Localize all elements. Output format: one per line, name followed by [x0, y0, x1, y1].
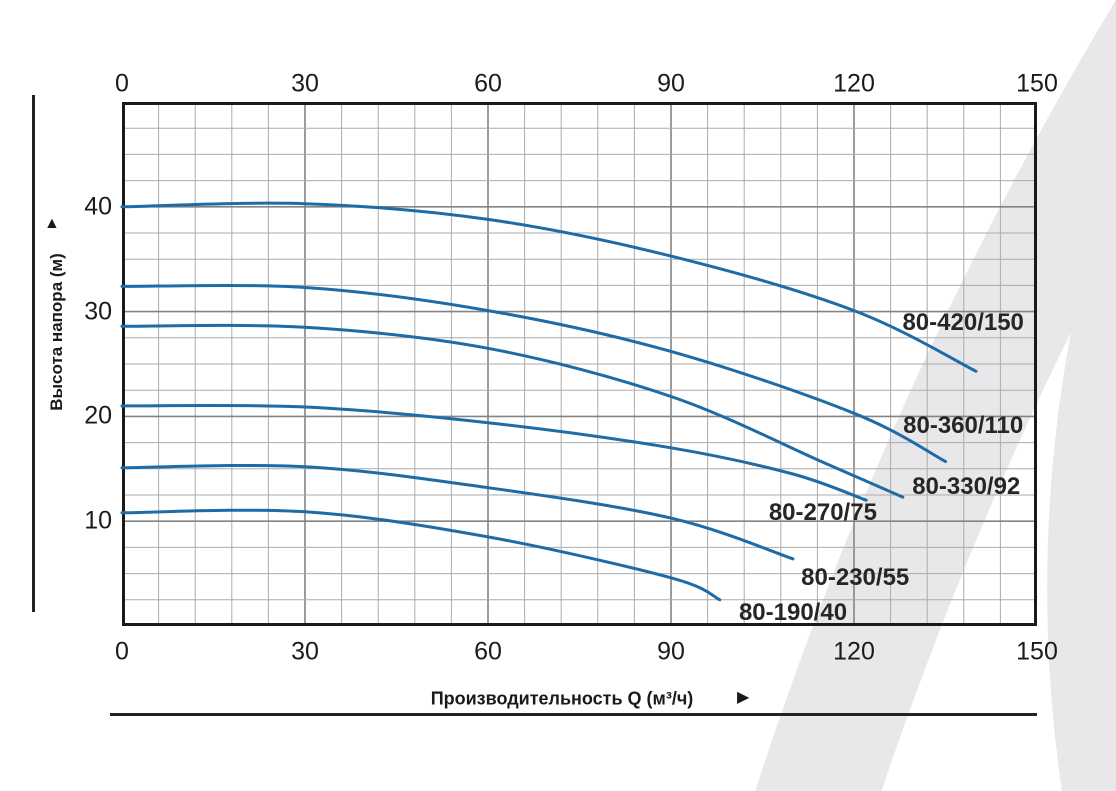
y-tick-label: 10 [84, 506, 112, 535]
y-tick-label: 40 [84, 192, 112, 221]
x-tick-label: 150 [1016, 637, 1058, 666]
pump-curve [120, 463, 795, 561]
curve-label: 80-420/150 [902, 309, 1024, 337]
pump-curve [120, 201, 978, 373]
x-tick-label: 0 [115, 637, 129, 666]
x-tick-label: 60 [474, 637, 502, 666]
x-tick-label: 150 [1016, 69, 1058, 98]
x-tick-label: 30 [291, 69, 319, 98]
curve-label: 80-330/92 [912, 472, 1021, 500]
y-tick-label: 30 [84, 297, 112, 326]
curve-label: 80-230/55 [801, 563, 910, 591]
y-tick-label: 20 [84, 401, 112, 430]
x-tick-label: 30 [291, 637, 319, 666]
x-tick-label: 90 [657, 637, 685, 666]
x-tick-label: 60 [474, 69, 502, 98]
x-tick-label: 0 [115, 69, 129, 98]
x-tick-label: 120 [833, 637, 875, 666]
curve-label: 80-360/110 [903, 411, 1024, 439]
x-tick-label: 120 [833, 69, 875, 98]
up-arrow-icon: ▲ [44, 215, 60, 232]
pump-curve [120, 508, 722, 602]
x-axis-line [110, 713, 1037, 716]
curve-label: 80-270/75 [768, 498, 877, 526]
pump-curve [120, 323, 905, 499]
y-axis-line [32, 95, 35, 612]
pump-curve [120, 403, 868, 502]
pump-curve [120, 283, 947, 463]
plot-area: 80-420/150 80-360/110 80-330/92 80-270/75 80… [120, 102, 1037, 627]
x-tick-label: 90 [657, 69, 685, 98]
y-axis-title: Высота напора (м) [47, 253, 66, 411]
curve-label: 80-190/40 [738, 599, 848, 627]
plot-border [122, 102, 1037, 626]
right-arrow-icon: ▶ [737, 689, 750, 706]
x-axis-title: Производительность Q (м³/ч) [430, 688, 694, 709]
